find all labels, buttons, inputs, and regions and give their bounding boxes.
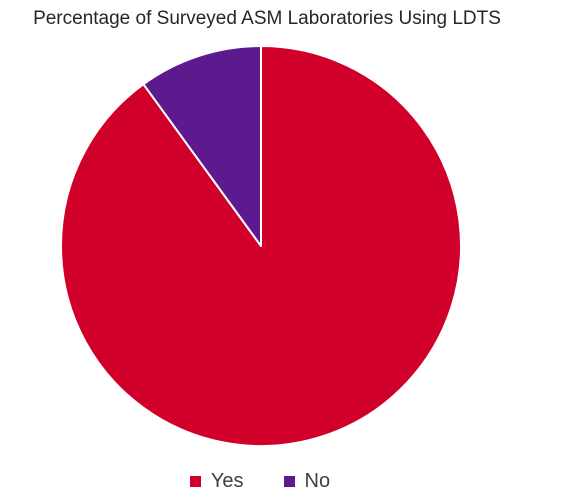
legend-swatch-yes <box>189 476 201 487</box>
legend: Yes No <box>0 470 520 493</box>
legend-label-yes: Yes <box>210 470 244 492</box>
pie-chart <box>60 45 462 447</box>
legend-label-no: No <box>304 470 331 492</box>
pie-slice-no <box>142 45 262 247</box>
chart-title: Percentage of Surveyed ASM Laboratories … <box>33 8 501 29</box>
legend-item-no: No <box>283 470 331 493</box>
legend-swatch-no <box>283 476 295 487</box>
legend-item-yes: Yes <box>189 470 244 493</box>
